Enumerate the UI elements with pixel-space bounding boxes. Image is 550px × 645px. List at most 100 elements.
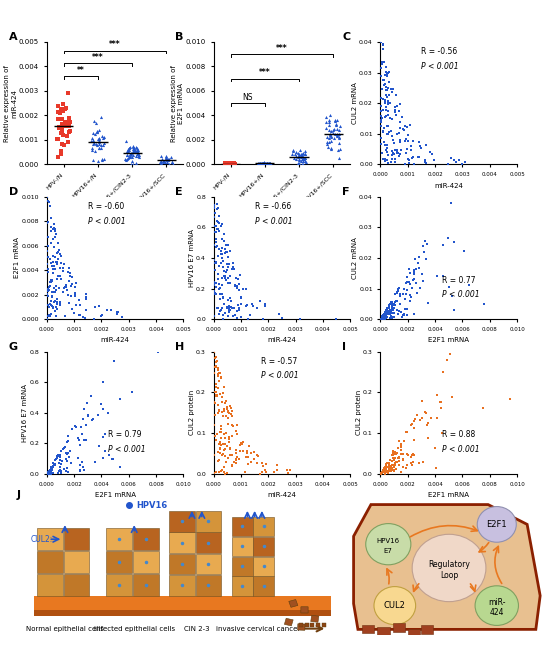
Point xyxy=(214,284,223,295)
Point xyxy=(217,450,226,460)
Point xyxy=(241,467,250,477)
Point xyxy=(52,303,61,313)
Point xyxy=(405,277,414,288)
Point xyxy=(389,450,398,461)
Point xyxy=(95,441,104,451)
Point xyxy=(388,87,397,97)
Point xyxy=(60,442,69,452)
Point xyxy=(55,466,64,476)
Point xyxy=(226,401,234,412)
Point xyxy=(447,392,456,402)
Point xyxy=(51,453,60,464)
Point xyxy=(45,284,54,295)
Point xyxy=(45,468,53,479)
Point xyxy=(78,457,86,467)
Point xyxy=(432,463,441,473)
Point xyxy=(260,157,268,167)
Point xyxy=(125,152,134,163)
Point xyxy=(400,125,409,135)
Bar xyxy=(301,607,308,613)
Point xyxy=(221,468,230,479)
Point xyxy=(298,151,306,161)
Point xyxy=(46,465,54,475)
Point xyxy=(79,312,87,322)
Point xyxy=(382,145,390,155)
Bar xyxy=(232,577,252,596)
Point xyxy=(386,464,395,474)
Point xyxy=(219,439,228,450)
Point xyxy=(223,413,232,424)
Point xyxy=(377,139,386,149)
Point xyxy=(123,150,131,160)
Point xyxy=(162,151,171,161)
Point xyxy=(219,310,228,321)
Point xyxy=(93,127,102,137)
Point xyxy=(383,97,392,108)
Point xyxy=(265,159,274,169)
Text: E7: E7 xyxy=(384,548,393,554)
Point xyxy=(219,388,228,398)
Point xyxy=(56,452,64,462)
Y-axis label: Relative expression of
E2F1 mRNA: Relative expression of E2F1 mRNA xyxy=(171,64,184,142)
Point xyxy=(217,243,226,253)
Point xyxy=(71,288,80,298)
Point xyxy=(49,457,58,468)
Point xyxy=(327,126,336,136)
Point xyxy=(217,279,226,290)
Point xyxy=(262,159,271,169)
Point xyxy=(390,461,399,471)
Point xyxy=(43,284,52,294)
Point xyxy=(225,433,234,444)
Point xyxy=(93,127,102,137)
Point xyxy=(110,355,119,366)
Point xyxy=(384,77,393,87)
Point xyxy=(388,304,397,314)
Point xyxy=(49,268,58,279)
Point xyxy=(218,233,227,244)
Point xyxy=(221,267,230,277)
Point xyxy=(406,295,415,306)
Polygon shape xyxy=(34,610,331,616)
Point xyxy=(75,300,84,310)
Point xyxy=(292,146,301,157)
Bar xyxy=(254,577,274,596)
Point xyxy=(222,303,231,313)
Point xyxy=(48,303,57,313)
Point xyxy=(214,439,223,449)
Point xyxy=(390,450,399,460)
Point xyxy=(226,159,235,169)
Point xyxy=(235,453,244,464)
Point xyxy=(47,292,56,302)
Point xyxy=(424,433,433,443)
Point xyxy=(47,300,56,310)
Point xyxy=(387,459,396,470)
Point xyxy=(262,158,271,168)
Point xyxy=(436,397,444,407)
Point xyxy=(328,124,337,135)
Point xyxy=(216,427,225,437)
Point xyxy=(229,312,238,322)
Point xyxy=(409,269,418,279)
Point xyxy=(236,439,245,450)
Point xyxy=(53,253,62,264)
Point xyxy=(90,146,99,156)
Point xyxy=(53,106,62,117)
Point xyxy=(134,152,143,163)
Point xyxy=(444,233,453,243)
Point xyxy=(169,159,178,169)
Point xyxy=(223,158,232,168)
Point xyxy=(210,420,219,430)
Point xyxy=(383,150,392,160)
Point xyxy=(399,453,408,464)
Point xyxy=(450,305,459,315)
Point xyxy=(383,143,392,153)
Point xyxy=(387,154,396,164)
Point xyxy=(382,146,391,157)
Point xyxy=(57,104,65,115)
Point xyxy=(395,288,404,299)
Point xyxy=(164,159,173,169)
Point xyxy=(261,467,270,477)
Point xyxy=(215,293,224,304)
Text: P < 0.001: P < 0.001 xyxy=(442,445,480,454)
Point xyxy=(46,254,55,264)
